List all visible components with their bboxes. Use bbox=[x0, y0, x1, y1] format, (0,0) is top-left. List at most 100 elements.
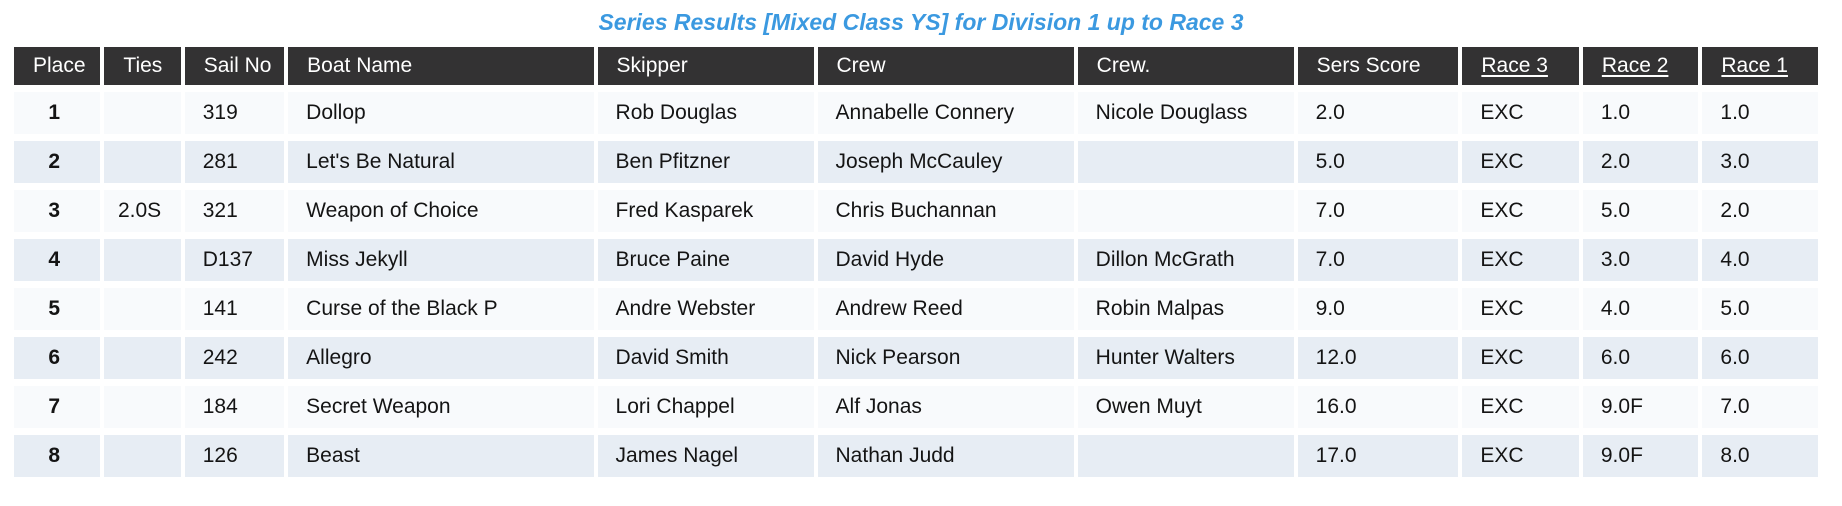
cell-skipper: James Nagel bbox=[597, 435, 814, 477]
cell-crew2 bbox=[1077, 435, 1294, 477]
table-row: 5 141 Curse of the Black P Andre Webster And… bbox=[14, 288, 1818, 330]
cell-place: 2 bbox=[14, 141, 101, 183]
cell-sail-no: 141 bbox=[184, 288, 285, 330]
cell-crew2: Hunter Walters bbox=[1077, 337, 1294, 379]
header-cell-boat-name: Boat Name bbox=[288, 47, 594, 85]
cell-race-3: EXC bbox=[1462, 141, 1579, 183]
table-row: 6 242 Allegro David Smith Nick Pearson Hunter… bbox=[14, 337, 1818, 379]
cell-race-3: EXC bbox=[1462, 386, 1579, 428]
cell-sers-score: 17.0 bbox=[1297, 435, 1459, 477]
cell-sers-score: 7.0 bbox=[1297, 190, 1459, 232]
header-cell-sers-score: Sers Score bbox=[1297, 47, 1459, 85]
cell-place: 6 bbox=[14, 337, 101, 379]
cell-skipper: Rob Douglas bbox=[597, 92, 814, 134]
cell-crew: Annabelle Connery bbox=[817, 92, 1074, 134]
table-row: 4 D137 Miss Jekyll Bruce Paine David Hyde Dil… bbox=[14, 239, 1818, 281]
cell-ties bbox=[104, 288, 181, 330]
header-cell-crew2: Crew. bbox=[1077, 47, 1294, 85]
cell-race-2: 9.0F bbox=[1582, 435, 1699, 477]
cell-race-1: 5.0 bbox=[1702, 288, 1818, 330]
cell-race-1: 3.0 bbox=[1702, 141, 1818, 183]
table-row: 8 126 Beast James Nagel Nathan Judd 17.0 EXC 9.… bbox=[14, 435, 1818, 477]
cell-sail-no: 321 bbox=[184, 190, 285, 232]
cell-race-1: 8.0 bbox=[1702, 435, 1818, 477]
cell-race-2: 5.0 bbox=[1582, 190, 1699, 232]
cell-sers-score: 12.0 bbox=[1297, 337, 1459, 379]
cell-sail-no: 126 bbox=[184, 435, 285, 477]
cell-race-3: EXC bbox=[1462, 337, 1579, 379]
cell-crew: David Hyde bbox=[817, 239, 1074, 281]
cell-sers-score: 7.0 bbox=[1297, 239, 1459, 281]
cell-ties bbox=[104, 239, 181, 281]
cell-sail-no: 319 bbox=[184, 92, 285, 134]
header-cell-race-3[interactable]: Race 3 bbox=[1462, 47, 1579, 85]
cell-place: 7 bbox=[14, 386, 101, 428]
cell-race-1: 7.0 bbox=[1702, 386, 1818, 428]
cell-ties bbox=[104, 92, 181, 134]
table-body: 1 319 Dollop Rob Douglas Annabelle Connery Ni… bbox=[14, 92, 1818, 477]
cell-race-3: EXC bbox=[1462, 190, 1579, 232]
cell-crew2 bbox=[1077, 190, 1294, 232]
cell-sail-no: D137 bbox=[184, 239, 285, 281]
header-link-race-3[interactable]: Race 3 bbox=[1481, 54, 1548, 77]
cell-race-1: 2.0 bbox=[1702, 190, 1818, 232]
cell-crew: Andrew Reed bbox=[817, 288, 1074, 330]
cell-crew2: Owen Muyt bbox=[1077, 386, 1294, 428]
cell-ties: 2.0S bbox=[104, 190, 181, 232]
cell-place: 5 bbox=[14, 288, 101, 330]
table-row: 1 319 Dollop Rob Douglas Annabelle Connery Ni… bbox=[14, 92, 1818, 134]
cell-race-1: 6.0 bbox=[1702, 337, 1818, 379]
header-link-race-2[interactable]: Race 2 bbox=[1601, 54, 1669, 77]
cell-sail-no: 242 bbox=[184, 337, 285, 379]
cell-race-3: EXC bbox=[1462, 288, 1579, 330]
cell-boat-name: Weapon of Choice bbox=[288, 190, 594, 232]
cell-skipper: Andre Webster bbox=[597, 288, 814, 330]
cell-race-2: 4.0 bbox=[1582, 288, 1699, 330]
cell-race-1: 4.0 bbox=[1702, 239, 1818, 281]
cell-skipper: David Smith bbox=[597, 337, 814, 379]
cell-race-3: EXC bbox=[1462, 239, 1579, 281]
cell-sail-no: 184 bbox=[184, 386, 285, 428]
cell-sers-score: 5.0 bbox=[1297, 141, 1459, 183]
cell-crew: Alf Jonas bbox=[817, 386, 1074, 428]
cell-sers-score: 2.0 bbox=[1297, 92, 1459, 134]
cell-boat-name: Dollop bbox=[288, 92, 594, 134]
header-cell-race-1[interactable]: Race 1 bbox=[1702, 47, 1818, 85]
cell-skipper: Lori Chappel bbox=[597, 386, 814, 428]
cell-crew: Chris Buchannan bbox=[817, 190, 1074, 232]
cell-skipper: Bruce Paine bbox=[597, 239, 814, 281]
table-row: 3 2.0S 321 Weapon of Choice Fred Kasparek Chr… bbox=[14, 190, 1818, 232]
cell-boat-name: Allegro bbox=[288, 337, 594, 379]
cell-race-3: EXC bbox=[1462, 435, 1579, 477]
cell-boat-name: Secret Weapon bbox=[288, 386, 594, 428]
cell-sail-no: 281 bbox=[184, 141, 285, 183]
cell-place: 8 bbox=[14, 435, 101, 477]
cell-boat-name: Let's Be Natural bbox=[288, 141, 594, 183]
table-header-row: Place Ties Sail No Boat Name Skipper Crew Crew… bbox=[14, 47, 1818, 85]
cell-boat-name: Beast bbox=[288, 435, 594, 477]
cell-race-3: EXC bbox=[1462, 92, 1579, 134]
cell-crew: Nick Pearson bbox=[817, 337, 1074, 379]
cell-boat-name: Curse of the Black P bbox=[288, 288, 594, 330]
cell-race-2: 9.0F bbox=[1582, 386, 1699, 428]
cell-sers-score: 9.0 bbox=[1297, 288, 1459, 330]
table-row: 7 184 Secret Weapon Lori Chappel Alf Jonas Ow… bbox=[14, 386, 1818, 428]
cell-boat-name: Miss Jekyll bbox=[288, 239, 594, 281]
cell-crew: Joseph McCauley bbox=[817, 141, 1074, 183]
cell-ties bbox=[104, 337, 181, 379]
header-cell-race-2[interactable]: Race 2 bbox=[1582, 47, 1699, 85]
cell-ties bbox=[104, 141, 181, 183]
header-cell-ties: Ties bbox=[104, 47, 181, 85]
series-results-table: Place Ties Sail No Boat Name Skipper Crew Crew… bbox=[10, 40, 1822, 484]
cell-race-1: 1.0 bbox=[1702, 92, 1818, 134]
cell-skipper: Ben Pfitzner bbox=[597, 141, 814, 183]
cell-crew2: Nicole Douglass bbox=[1077, 92, 1294, 134]
header-cell-skipper: Skipper bbox=[597, 47, 814, 85]
header-link-race-1[interactable]: Race 1 bbox=[1721, 54, 1788, 77]
cell-sers-score: 16.0 bbox=[1297, 386, 1459, 428]
cell-place: 1 bbox=[14, 92, 101, 134]
cell-ties bbox=[104, 386, 181, 428]
page-title: Series Results [Mixed Class YS] for Divi… bbox=[598, 9, 1244, 35]
cell-race-2: 6.0 bbox=[1582, 337, 1699, 379]
header-cell-sail-no: Sail No bbox=[184, 47, 285, 85]
